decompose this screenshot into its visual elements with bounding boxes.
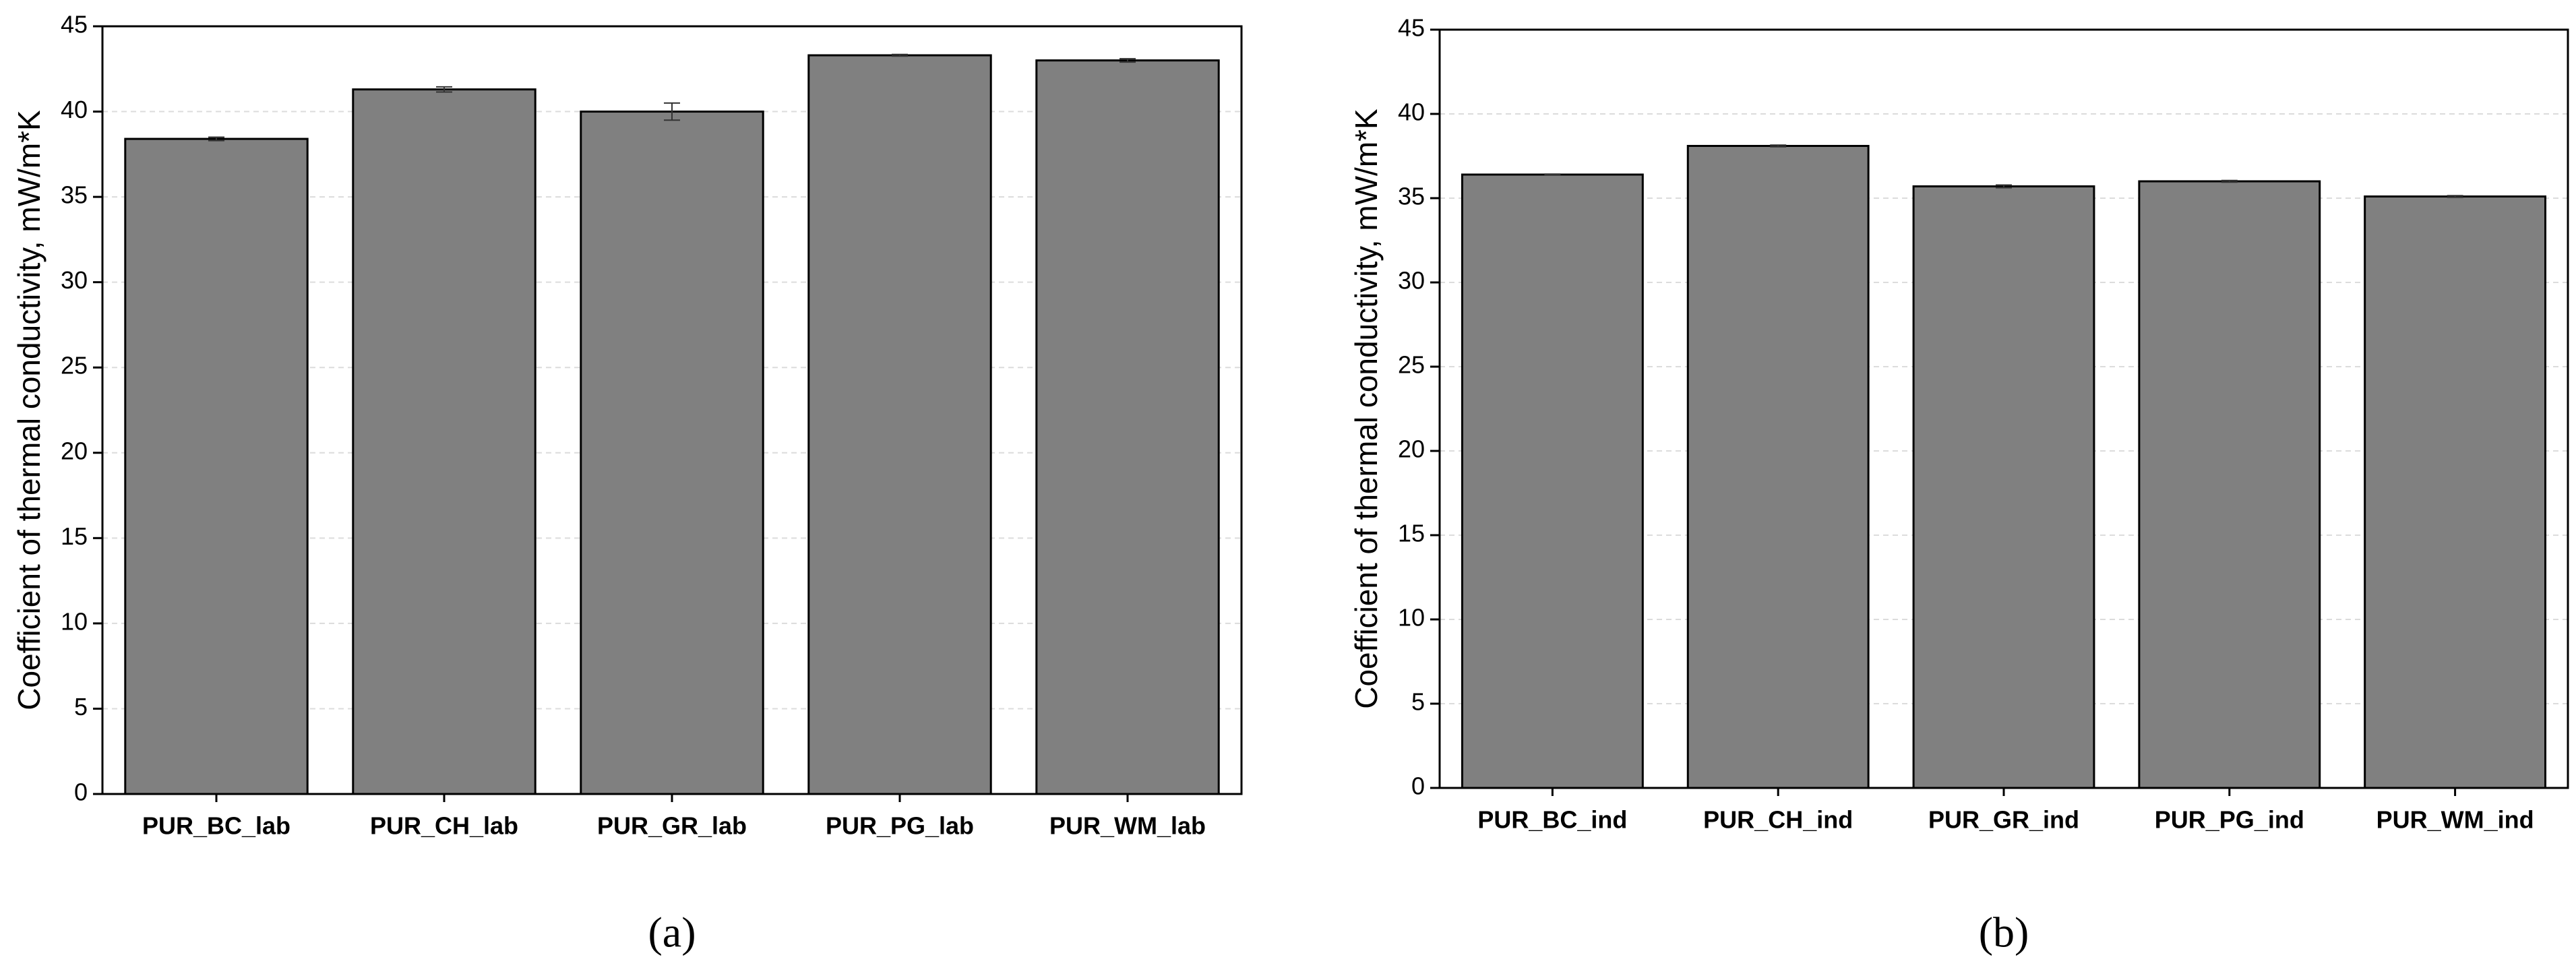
error-bar — [1544, 173, 1561, 176]
y-tick-label: 20 — [61, 437, 88, 464]
error-bar — [1996, 184, 2012, 189]
error-bar — [892, 53, 908, 57]
y-tick-label: 35 — [61, 181, 88, 209]
y-tick-label: 35 — [1398, 183, 1425, 210]
y-tick-label: 5 — [1411, 688, 1425, 716]
y-axis-label: Coefficient of thermal conductivity, mW/… — [1349, 109, 1384, 709]
error-bar — [1120, 58, 1136, 63]
x-tick-label: PUR_WM_lab — [1049, 812, 1206, 840]
x-tick-label: PUR_BC_ind — [1477, 806, 1627, 834]
y-tick-label: 0 — [74, 778, 88, 806]
x-tick-label: PUR_GR_lab — [597, 812, 747, 840]
error-bar — [2447, 195, 2463, 198]
y-tick-label: 25 — [61, 352, 88, 379]
error-bar — [208, 136, 224, 142]
x-tick-label: PUR_WM_ind — [2376, 806, 2534, 834]
bar — [1035, 59, 1220, 795]
plot-frame — [1438, 28, 2569, 789]
y-tick-label: 10 — [1398, 604, 1425, 632]
caption: (b) — [1979, 909, 2029, 956]
bar — [1461, 173, 1644, 789]
y-tick-label: 5 — [74, 693, 88, 721]
y-tick-label: 25 — [1398, 351, 1425, 379]
x-tick-label: PUR_BC_lab — [142, 812, 290, 840]
plot-frame — [101, 25, 1243, 795]
y-axis-label: Coefficient of thermal conductivity, mW/… — [11, 110, 47, 710]
y-tick-label: 45 — [61, 11, 88, 38]
bar — [1912, 185, 2095, 789]
x-tick-label: PUR_CH_ind — [1703, 806, 1853, 834]
error-bar — [1770, 144, 1787, 148]
error-bar — [664, 102, 680, 121]
bar — [124, 137, 309, 795]
x-tick-label: PUR_PG_lab — [826, 812, 974, 840]
y-tick-label: 0 — [1411, 772, 1425, 800]
y-tick-label: 10 — [61, 607, 88, 635]
x-tick-label: PUR_GR_ind — [1928, 806, 2079, 834]
bar — [580, 111, 764, 795]
bar — [2138, 180, 2321, 789]
y-tick-label: 30 — [61, 266, 88, 294]
bar — [352, 88, 536, 795]
y-tick-label: 30 — [1398, 267, 1425, 295]
y-tick-label: 15 — [61, 522, 88, 550]
y-tick-label: 40 — [1398, 98, 1425, 126]
y-tick-label: 45 — [1398, 14, 1425, 42]
bar — [807, 54, 992, 795]
bar — [1686, 145, 1870, 789]
y-tick-label: 40 — [61, 96, 88, 123]
error-bar — [436, 86, 452, 93]
x-tick-label: PUR_PG_ind — [2155, 806, 2304, 834]
caption: (a) — [648, 909, 696, 956]
x-tick-label: PUR_CH_lab — [370, 812, 518, 840]
error-bar — [2221, 179, 2238, 183]
y-tick-label: 20 — [1398, 435, 1425, 463]
y-tick-label: 15 — [1398, 520, 1425, 547]
bar — [2364, 195, 2547, 789]
